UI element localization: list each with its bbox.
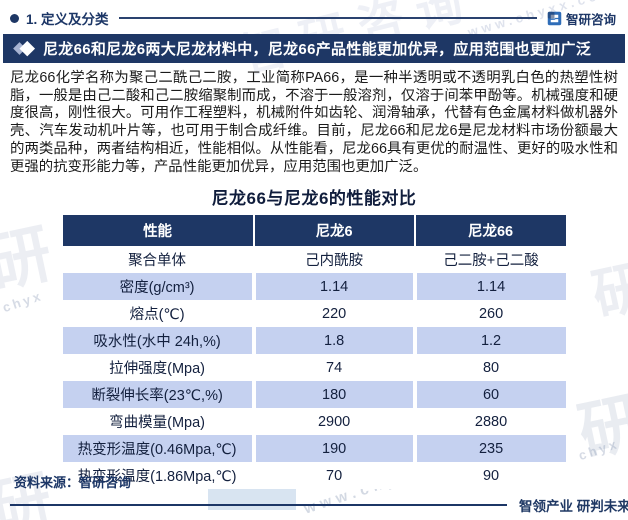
table-row: 弯曲模量(Mpa) 2900 2880	[62, 408, 566, 436]
page-footer: 资料来源：智研咨询 智领产业 研判未来	[10, 472, 628, 515]
footer-rule	[10, 504, 507, 506]
table-cell: 1.14	[412, 273, 566, 301]
table-row: 拉伸强度(Mpa) 74 80	[62, 354, 566, 382]
table-cell: 2880	[412, 408, 566, 436]
table-row: 断裂伸长率(23℃,%) 180 60	[62, 381, 566, 409]
table-cell: 热变形温度(1.86Mpa,℃)	[62, 462, 254, 490]
table-cell: 260	[412, 300, 566, 328]
table-row: 热变形温度(1.86Mpa,℃) 70 90	[62, 462, 566, 490]
header-rule	[118, 17, 537, 19]
table-head-row: 性能 尼龙6 尼龙66	[62, 215, 566, 247]
section-title: 1. 定义及分类	[26, 12, 109, 27]
table-cell: 断裂伸长率(23℃,%)	[62, 381, 254, 409]
brand-tagline: 智领产业 研判未来	[519, 499, 628, 514]
brand-logo-icon	[547, 11, 562, 25]
table-cell: 热变形温度(0.46Mpa,℃)	[62, 435, 254, 463]
table-cell: 60	[412, 381, 566, 409]
table-cell: 1.2	[412, 327, 566, 355]
table-cell: 拉伸强度(Mpa)	[62, 354, 254, 382]
body-paragraph: 尼龙66化学名称为聚己二酰己二胺，工业简称PA66，是一种半透明或不透明乳白色的…	[10, 70, 618, 175]
headline-banner: 尼龙66和尼龙6两大尼龙材料中，尼龙66产品性能更加优异，应用范围也更加广泛	[3, 34, 625, 63]
table-cell: 180	[251, 381, 415, 409]
column-header: 尼龙6	[252, 215, 415, 247]
table-cell: 220	[251, 300, 415, 328]
table-cell: 80	[412, 354, 566, 382]
table-cell: 74	[251, 354, 415, 382]
table-cell: 190	[251, 435, 415, 463]
table-cell: 235	[412, 435, 566, 463]
table-cell: 弯曲模量(Mpa)	[62, 408, 254, 436]
table-cell: 2900	[251, 408, 415, 436]
comparison-table: 性能 尼龙6 尼龙66 聚合单体 己内酰胺 己二胺+己二酸 密度(g/cm³) 1.14 1.…	[62, 215, 566, 490]
table-cell: 90	[412, 462, 566, 490]
table-body: 聚合单体 己内酰胺 己二胺+己二酸 密度(g/cm³) 1.14 1.14 熔点(℃) 220…	[62, 246, 566, 490]
brand-name: 智研咨询	[565, 12, 616, 27]
table-cell: 1.14	[251, 273, 415, 301]
table-row: 热变形温度(0.46Mpa,℃) 190 235	[62, 435, 566, 463]
column-header: 性能	[62, 215, 254, 247]
brand: 智研咨询	[547, 9, 616, 28]
page-header: 1. 定义及分类 智研咨询	[0, 0, 628, 28]
table-cell: 己二胺+己二酸	[412, 246, 566, 274]
headline-text: 尼龙66和尼龙6两大尼龙材料中，尼龙66产品性能更加优异，应用范围也更加广泛	[43, 41, 592, 58]
table-row: 吸水性(水中 24h,%) 1.8 1.2	[62, 327, 566, 355]
table-row: 密度(g/cm³) 1.14 1.14	[62, 273, 566, 301]
table-cell: 1.8	[251, 327, 415, 355]
table-row: 聚合单体 己内酰胺 己二胺+己二酸	[62, 246, 566, 274]
table-title: 尼龙66与尼龙6的性能对比	[211, 189, 417, 209]
table-cell: 吸水性(水中 24h,%)	[62, 327, 254, 355]
bullet-icon	[10, 13, 19, 23]
table-row: 熔点(℃) 220 260	[62, 300, 566, 328]
table-head: 性能 尼龙6 尼龙66	[62, 215, 566, 247]
table-cell: 熔点(℃)	[62, 300, 254, 328]
table-cell: 密度(g/cm³)	[62, 273, 254, 301]
table-cell: 70	[251, 462, 415, 490]
table-cell: 聚合单体	[62, 246, 254, 274]
table-cell: 己内酰胺	[251, 246, 415, 274]
source-note: 资料来源：智研咨询	[14, 475, 132, 490]
column-header: 尼龙66	[413, 215, 566, 247]
double-diamond-icon	[13, 40, 36, 56]
